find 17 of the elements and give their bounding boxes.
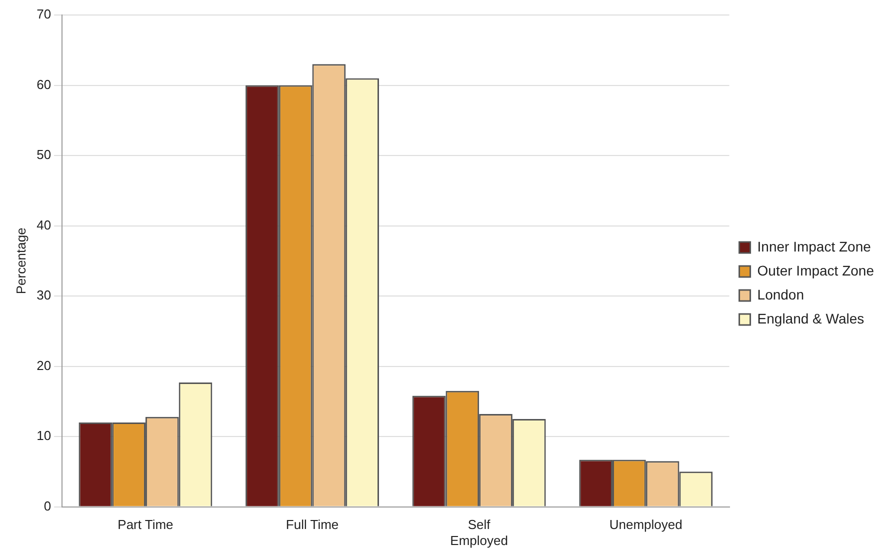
y-tick-label: 10 [36, 428, 52, 444]
legend-label: London [757, 286, 804, 302]
x-tick-label: Self Employed [450, 517, 508, 548]
y-tick-label: 60 [36, 76, 52, 92]
legend-label: Outer Impact Zone [757, 262, 874, 278]
y-axis-title: Percentage [13, 228, 28, 294]
y-tick-label: 70 [36, 6, 52, 22]
x-tick-label: Part Time [118, 517, 174, 532]
y-tick-label: 20 [36, 358, 52, 373]
x-tick-label: Full Time [286, 517, 339, 532]
y-tick-label: 50 [36, 147, 52, 162]
y-tick-label: 40 [36, 217, 52, 232]
x-tick-label: Unemployed [609, 517, 682, 532]
legend-label: Inner Impact Zone [757, 238, 872, 254]
y-tick-label: 30 [36, 288, 52, 303]
legend-label: England & Wales [757, 310, 864, 326]
y-tick-label: 0 [44, 498, 52, 514]
